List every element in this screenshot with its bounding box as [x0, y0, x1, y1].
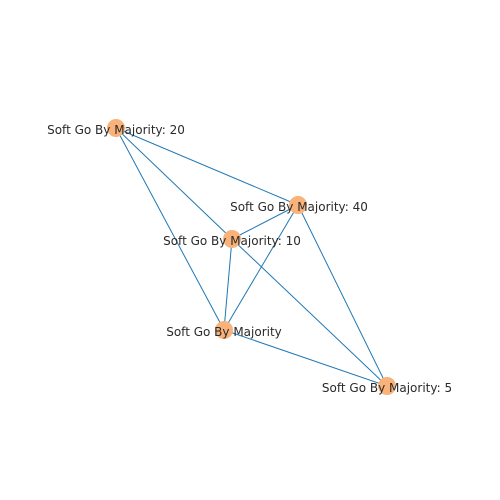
edge-n20-n40 — [115, 127, 299, 206]
edge-n40-n10 — [231, 204, 299, 240]
edge-n40-n0 — [223, 204, 299, 331]
node-label-n0: Soft Go By Majority — [166, 325, 282, 339]
node-label-n40: Soft Go By Majority: 40 — [230, 200, 368, 214]
edge-n0-n5 — [223, 329, 388, 387]
node-label-n5: Soft Go By Majority: 5 — [322, 381, 452, 395]
edge-n40-n5 — [297, 204, 388, 387]
edge-n20-n10 — [115, 127, 233, 240]
node-n20[interactable] — [107, 119, 125, 137]
labels-layer: Soft Go By Majority: 20 Soft Go By Majori… — [47, 123, 452, 395]
node-label-n10: Soft Go By Majority: 10 — [163, 234, 301, 248]
edge-n10-n5 — [231, 238, 388, 387]
node-label-n20: Soft Go By Majority: 20 — [47, 123, 185, 137]
node-n5[interactable] — [378, 377, 396, 395]
edge-n10-n0 — [223, 238, 233, 331]
edge-n20-n0 — [115, 127, 225, 331]
node-n10[interactable] — [223, 230, 241, 248]
node-n0[interactable] — [215, 321, 233, 339]
nodes-layer — [107, 119, 396, 395]
node-n40[interactable] — [289, 196, 307, 214]
edges-layer — [115, 127, 388, 387]
